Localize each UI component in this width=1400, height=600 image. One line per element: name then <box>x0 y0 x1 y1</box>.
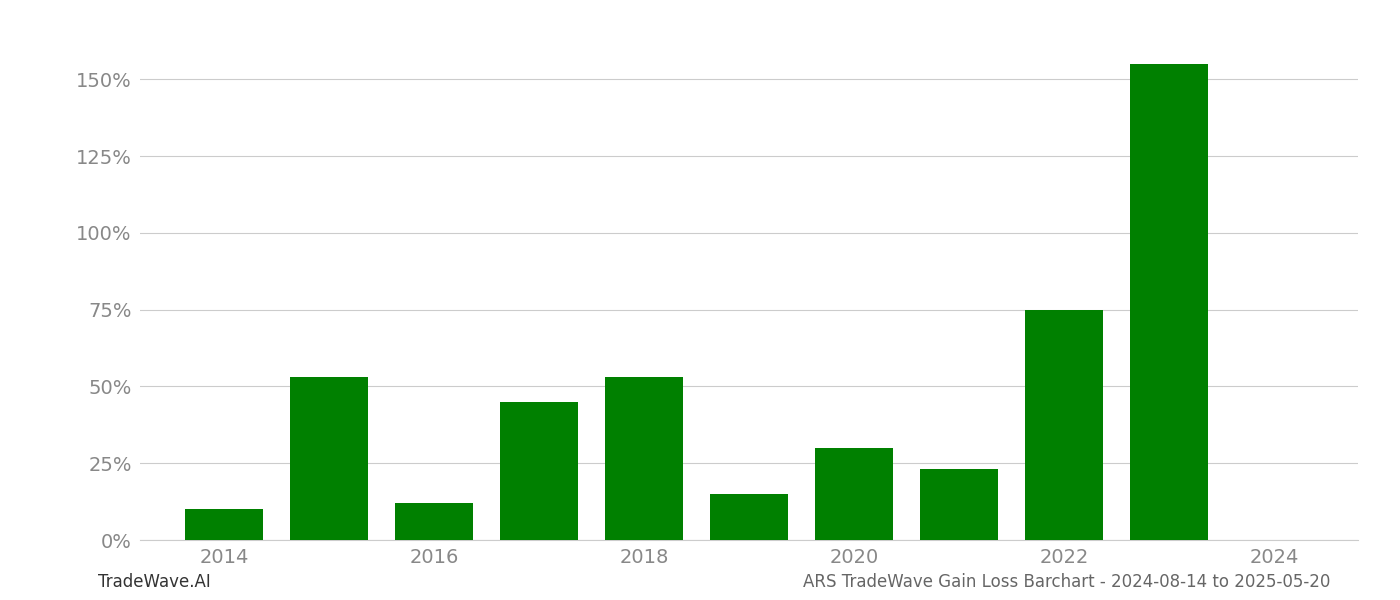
Bar <box>710 494 788 540</box>
Bar <box>1130 64 1208 540</box>
Bar <box>500 402 578 540</box>
Bar <box>920 469 998 540</box>
Bar <box>290 377 368 540</box>
Bar <box>185 509 263 540</box>
Text: TradeWave.AI: TradeWave.AI <box>98 573 211 591</box>
Bar <box>815 448 893 540</box>
Bar <box>1025 310 1103 540</box>
Bar <box>605 377 683 540</box>
Text: ARS TradeWave Gain Loss Barchart - 2024-08-14 to 2025-05-20: ARS TradeWave Gain Loss Barchart - 2024-… <box>802 573 1330 591</box>
Bar <box>395 503 473 540</box>
